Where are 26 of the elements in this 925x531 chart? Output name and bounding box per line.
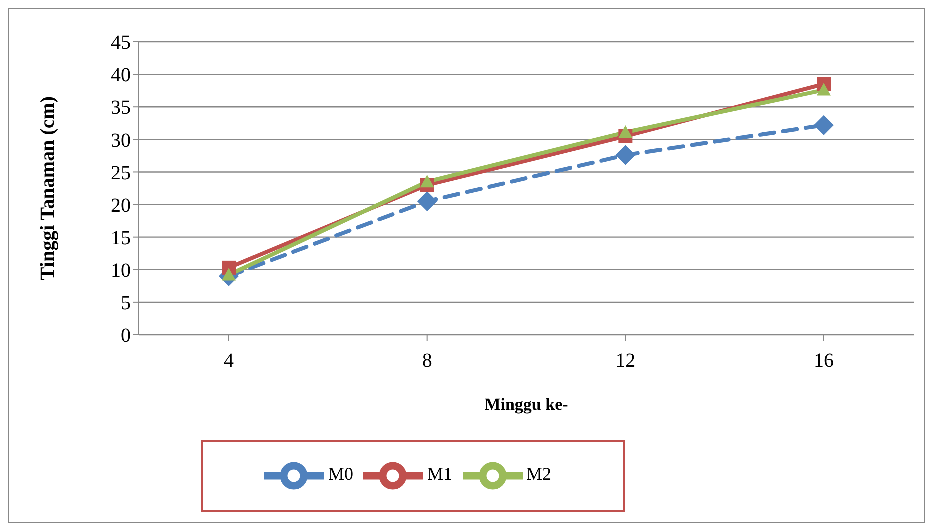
point: [222, 268, 236, 281]
point: [616, 145, 636, 166]
point: [817, 83, 831, 96]
y-tick-label: 25: [111, 162, 131, 184]
legend-label: M0: [328, 464, 354, 484]
point: [618, 126, 633, 138]
legend-label: M2: [526, 464, 552, 484]
x-tick-label: 4: [224, 350, 234, 372]
y-tick-label: 0: [121, 325, 131, 348]
x-axis-title: Minggu ke-: [484, 395, 569, 414]
point: [420, 174, 434, 188]
point: [814, 115, 834, 136]
y-tick-label: 10: [111, 260, 131, 282]
y-tick-label: 30: [111, 130, 131, 152]
x-tick-label: 12: [616, 350, 636, 372]
x-tick-label: 8: [422, 350, 432, 372]
y-tick-label: 35: [111, 97, 131, 120]
y-tick-label: 5: [121, 292, 131, 315]
y-axis-title: Tinggi Tanaman (cm): [37, 96, 60, 281]
legend-label: M1: [427, 464, 452, 484]
y-tick-label: 40: [111, 64, 131, 87]
point: [417, 192, 438, 212]
x-tick-label: 16: [814, 350, 834, 372]
y-tick-label: 15: [111, 227, 131, 250]
y-tick-label: 20: [111, 194, 131, 217]
y-tick-label: 45: [111, 32, 131, 54]
